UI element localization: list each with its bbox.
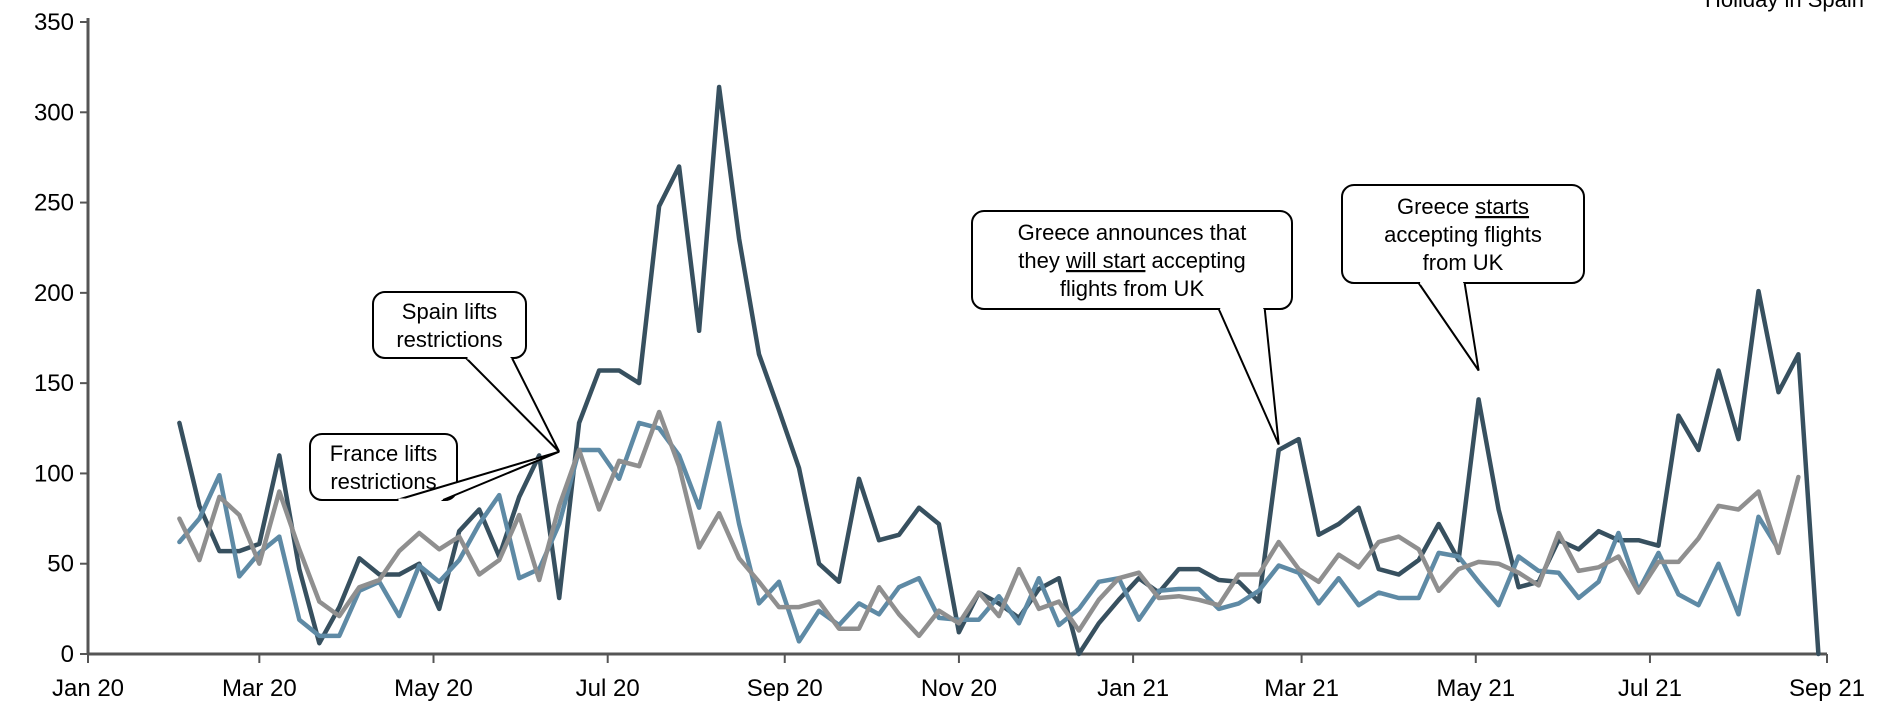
callout-text-span: Greece (1397, 194, 1475, 219)
callout-text-line: they will start accepting (1018, 248, 1245, 273)
callout-text-line: restrictions (396, 327, 502, 352)
series-line-3 (177, 409, 1801, 639)
callout-box (309, 433, 458, 501)
callout-pointer (1217, 308, 1280, 445)
callout-pointer (465, 357, 561, 453)
series-layer (177, 84, 1821, 657)
callout-text-line: Greece announces that (1018, 220, 1247, 245)
callout-2: Spain lifts restrictions (372, 291, 561, 453)
callout-pointer (1417, 282, 1480, 372)
x-tick-label: Mar 20 (222, 675, 297, 702)
legend-label: Holiday in Spain (1705, 0, 1864, 12)
y-tick-label: 200 (34, 280, 74, 307)
x-tick-label: Sep 21 (1789, 675, 1865, 702)
x-tick-label: Jul 21 (1618, 675, 1682, 702)
y-tick-label: 350 (34, 9, 74, 36)
callout-box (971, 210, 1293, 310)
callout-4: Greece starts accepting flights from UK (1341, 184, 1585, 372)
x-tick-label: Jan 20 (52, 675, 124, 702)
callout-text-line: Spain lifts (402, 299, 497, 324)
callout-text-span: accepting (1145, 248, 1245, 273)
x-tick-label: Mar 21 (1264, 675, 1339, 702)
x-tick-label: Jan 21 (1097, 675, 1169, 702)
axes: 0 50 100 150 200 250 300 350 Jan 20 Mar 20 May 20 J… (34, 9, 1865, 702)
callout-text-line: France lifts (330, 441, 438, 466)
x-tick-label: Sep 20 (747, 675, 823, 702)
callout-text-line: Greece starts (1397, 194, 1529, 219)
series-line-2 (177, 420, 1781, 644)
y-tick-label: 100 (34, 460, 74, 487)
legend: Holiday in Spain (1705, 0, 1864, 12)
y-tick-label: 150 (34, 370, 74, 397)
callout-text-line: restrictions (330, 469, 436, 494)
y-tick-label: 50 (47, 551, 74, 578)
y-tick-label: 250 (34, 190, 74, 217)
y-tick-label: 0 (61, 641, 74, 668)
x-tick-label: Nov 20 (921, 675, 997, 702)
y-tick-label: 300 (34, 99, 74, 126)
x-tick-label: May 21 (1436, 675, 1515, 702)
callout-box (372, 291, 527, 359)
callout-text-emphasis: starts (1475, 194, 1529, 219)
x-tick-label: Jul 20 (576, 675, 640, 702)
callout-text-line: flights from UK (1060, 276, 1205, 301)
callout-text-line: from UK (1423, 250, 1504, 275)
callout-layer: France lifts restrictions Spain lifts restr… (309, 184, 1585, 502)
callout-text-span: they (1018, 248, 1066, 273)
callout-text-line: accepting flights (1384, 222, 1542, 247)
callout-3: Greece announces that they will start acc… (971, 210, 1293, 445)
callout-text-emphasis: will start (1065, 248, 1145, 273)
x-tick-label: May 20 (394, 675, 473, 702)
